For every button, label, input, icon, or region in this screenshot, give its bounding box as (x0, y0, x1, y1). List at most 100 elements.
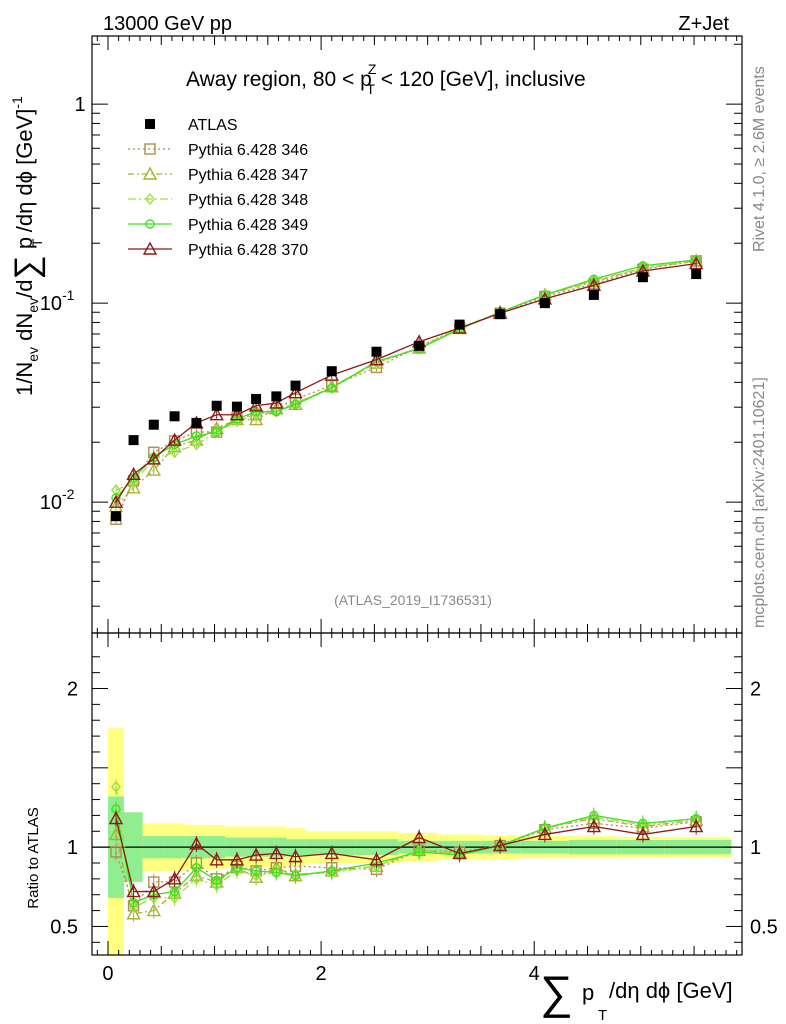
rivet-label: Rivet 4.1.0, ≥ 2.6M events (751, 66, 768, 252)
y-axis-ticks-main: 10 -210 -11 (40, 43, 742, 607)
series-1-point-2 (146, 462, 161, 476)
ratio-series-0-point-0 (110, 846, 122, 858)
ratio-series-4 (108, 810, 704, 900)
series-1 (108, 253, 704, 513)
series-3-point-9 (290, 399, 301, 410)
ratio-series-4-point-13 (452, 846, 467, 860)
svg-text:p: p (582, 980, 594, 1005)
ratio-series-4-point-3 (167, 871, 182, 885)
series-2 (111, 253, 702, 497)
legend-marker-1 (142, 166, 158, 180)
atlas-point-16 (588, 289, 599, 300)
y-axis-ticks-ratio: 0.5 0.5 1 1 2 2 (50, 656, 778, 943)
analysis-id: (ATLAS_2019_I1736531) (334, 592, 492, 608)
ratio-series-4-point-6 (229, 852, 245, 866)
series-4-point-1 (126, 466, 141, 481)
ratio-series-4-point-17 (635, 826, 651, 841)
series-4-point-18 (689, 256, 704, 270)
atlas-point-18 (691, 269, 702, 280)
legend-label-2: Pythia 6.428 348 (188, 192, 308, 209)
series-1-point-7 (248, 412, 264, 426)
x-tick-label-4: 4 (529, 963, 540, 985)
x-tick-label-2: 2 (316, 963, 327, 985)
ratio-series-4-point-7 (248, 847, 264, 861)
ratio-plot-frame (91, 632, 743, 956)
atlas-point-13 (454, 319, 465, 330)
series-4-point-3 (167, 432, 182, 446)
x-axis-label: ∑ p T /dη dϕ [GeV] (540, 966, 733, 1024)
ratio-series-4-point-11 (369, 852, 384, 866)
ratio-series-1-point-0 (108, 826, 124, 841)
ratio-series-4-point-15 (537, 826, 553, 841)
y-tick-label-main-0.1: 10 (40, 293, 62, 315)
mcplots-label: mcplots.cern.ch [arXiv:2401.10621] (751, 377, 768, 628)
atlas-point-9 (290, 380, 301, 391)
svg-text:1/Nev dNev/d∑ pT /dη dϕ [GeV]: 1/Nev dNev/d∑ pT /dη dϕ [GeV]-1 (8, 96, 46, 396)
y-tick-label-ratio-right-2: 2 (750, 679, 761, 701)
ratio-series-1-point-1 (126, 906, 141, 920)
series-line-1 (115, 260, 697, 508)
ratio-series-3-point-4 (191, 863, 202, 873)
ratio-series-3-point-10 (327, 866, 337, 876)
atlas-point-1 (128, 435, 139, 446)
y-tick-label-ratio-right-1: 1 (750, 837, 761, 859)
atlas-point-4 (191, 417, 202, 428)
svg-text:-2: -2 (62, 486, 75, 502)
legend-marker-0 (144, 143, 156, 155)
ratio-uncertainty-bands (107, 728, 732, 955)
ratio-series-1-point-2 (146, 903, 161, 917)
series-0 (110, 255, 702, 525)
atlas-point-0 (110, 511, 121, 522)
ratio-series-4-point-14 (492, 838, 508, 852)
chart-title: Away region, 80 < pZ T < 120 [GeV], inclu… (186, 61, 586, 97)
atlas-point-15 (539, 298, 550, 309)
series-4-point-5 (209, 407, 224, 421)
legend-label-0: Pythia 6.428 346 (188, 142, 308, 159)
ratio-series-3-point-7 (251, 866, 261, 876)
ratio-series-4-point-2 (146, 884, 161, 898)
legend-label-atlas: ATLAS (188, 117, 238, 134)
x-axis-ticks: 0 2 4 (96, 36, 738, 985)
atlas-point-3 (169, 411, 180, 422)
process-label: Z+Jet (678, 13, 729, 35)
series-4-point-9 (288, 385, 303, 399)
series-2-point-4 (191, 438, 202, 451)
y-tick-label-ratio-right-0.5: 0.5 (750, 916, 778, 938)
series-line-4 (115, 262, 697, 503)
series-4-point-2 (146, 451, 161, 465)
series-3-point-10 (327, 383, 337, 393)
ratio-series-2-point-4 (191, 872, 202, 885)
ratio-series-4-point-18 (689, 819, 704, 833)
ratio-series-4-point-4 (189, 836, 204, 850)
series-4-point-0 (108, 494, 124, 508)
series-line-3 (115, 259, 697, 499)
atlas-point-10 (326, 366, 337, 377)
series-2-point-3 (169, 446, 180, 459)
ratio-series-4-point-5 (209, 852, 224, 866)
series-3 (111, 255, 701, 503)
svg-text:∑: ∑ (540, 966, 573, 1018)
ratio-series-3-point-9 (290, 870, 301, 881)
svg-text:-1: -1 (62, 287, 75, 303)
y-axis-label: 1/Nev dNev/d∑ pT /dη dϕ [GeV]-1 (8, 96, 46, 396)
series-line-0 (115, 260, 697, 520)
series-4 (108, 256, 704, 508)
ratio-series-4-point-9 (288, 849, 303, 863)
ratio-series-4-point-8 (269, 846, 284, 860)
y-tick-label-ratio-left-0.5: 0.5 (50, 916, 78, 938)
ratio-series-4-point-10 (324, 846, 339, 860)
ratio-series-3-point-12 (414, 847, 424, 857)
svg-text:/dη dϕ [GeV]: /dη dϕ [GeV] (609, 978, 733, 1003)
series-4-point-8 (269, 395, 284, 409)
energy-label: 13000 GeV pp (103, 13, 232, 35)
ratio-series-2-point-0 (111, 780, 121, 793)
atlas-point-7 (251, 393, 262, 404)
y-axis-label-ratio: Ratio to ATLAS (25, 807, 42, 908)
ratio-series-4-point-0 (108, 811, 124, 825)
ratio-series-3-point-5 (211, 875, 222, 886)
legend-marker-atlas (145, 119, 155, 129)
atlas-point-6 (231, 401, 242, 412)
legend-marker-3 (145, 219, 155, 229)
svg-text:T: T (598, 1007, 607, 1024)
